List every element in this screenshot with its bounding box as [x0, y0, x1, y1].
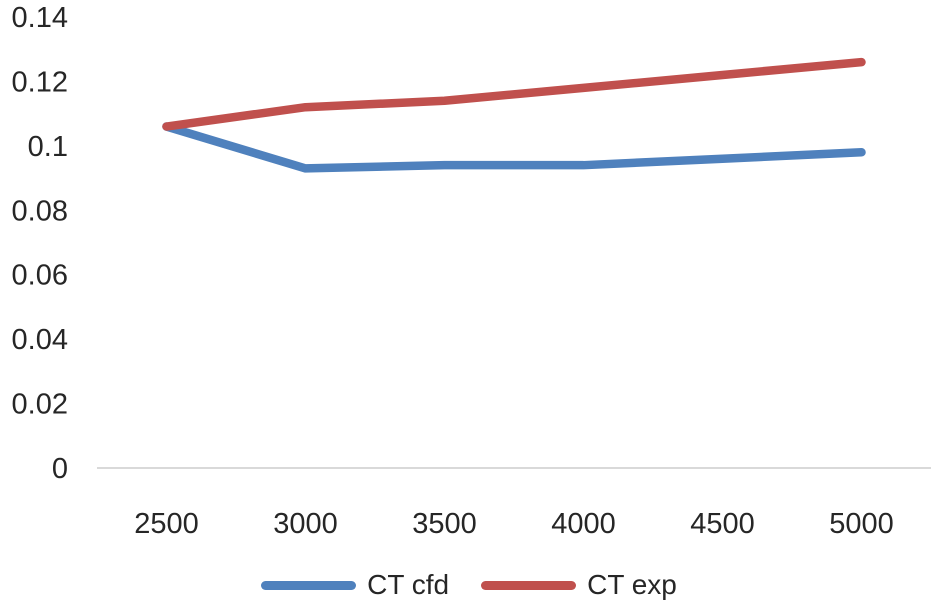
y-tick-label: 0 — [52, 453, 68, 485]
y-tick-label: 0.08 — [12, 195, 68, 227]
y-tick-label: 0.14 — [12, 2, 68, 34]
x-tick-label: 3500 — [412, 508, 477, 540]
legend: CT cfd CT exp — [0, 571, 938, 599]
y-tick-label: 0.06 — [12, 260, 68, 292]
x-tick-label: 4500 — [690, 508, 755, 540]
line-series-ct-exp — [162, 57, 866, 131]
x-tick-label: 4000 — [551, 508, 616, 540]
legend-swatch-ct-exp-icon — [481, 580, 577, 590]
legend-item-ct-exp: CT exp — [481, 571, 677, 599]
legend-item-ct-cfd: CT cfd — [261, 571, 449, 599]
y-tick-label: 0.1 — [28, 131, 68, 163]
y-tick-label: 0.04 — [12, 324, 68, 356]
x-tick-label: 2500 — [134, 508, 199, 540]
legend-label-ct-exp: CT exp — [587, 569, 677, 600]
x-tick-label: 3000 — [273, 508, 338, 540]
line-series-ct-cfd — [162, 122, 866, 173]
y-tick-label: 0.12 — [12, 66, 68, 98]
legend-label-ct-cfd: CT cfd — [367, 569, 450, 600]
y-tick-label: 0.02 — [12, 389, 68, 421]
legend-swatch-ct-cfd-icon — [261, 580, 357, 590]
x-tick-label: 5000 — [829, 508, 894, 540]
